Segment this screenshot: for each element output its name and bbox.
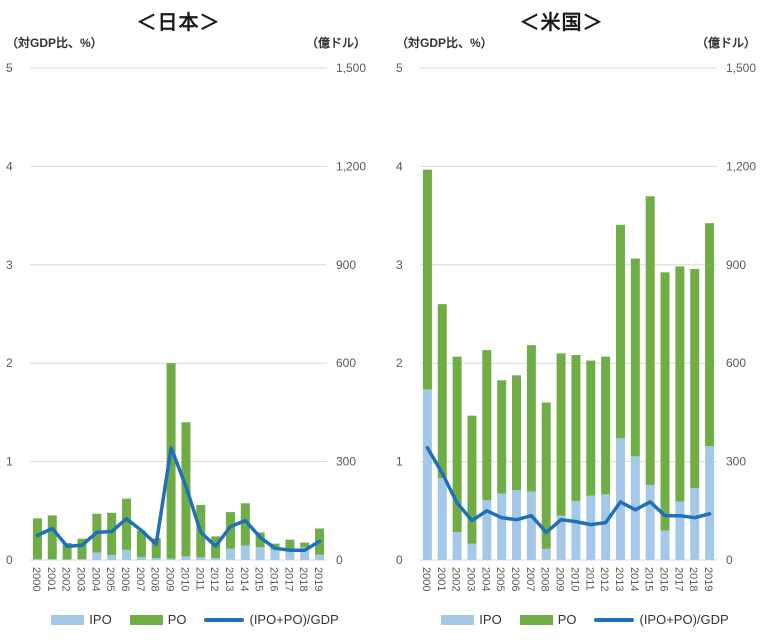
svg-text:0: 0 <box>6 553 13 567</box>
us-legend-item-ipo: IPO <box>441 612 502 627</box>
japan-chart-title: ＜日本＞ <box>136 12 221 34</box>
svg-text:0: 0 <box>726 553 733 567</box>
svg-text:1,200: 1,200 <box>336 159 366 173</box>
gdp-line-swatch-icon <box>594 617 635 622</box>
svg-text:2007: 2007 <box>524 567 536 591</box>
svg-text:2011: 2011 <box>583 567 595 591</box>
japan-legend: IPO PO (IPO+PO)/GDP <box>0 612 390 627</box>
japan-legend-label-gdp-line: (IPO+PO)/GDP <box>249 612 339 627</box>
svg-text:2014: 2014 <box>238 567 250 591</box>
svg-text:2019: 2019 <box>702 567 714 591</box>
svg-text:1,200: 1,200 <box>726 159 756 173</box>
svg-text:2002: 2002 <box>60 567 72 591</box>
svg-text:2015: 2015 <box>253 567 265 591</box>
us-chart-title: ＜米国＞ <box>519 12 604 34</box>
svg-text:2002: 2002 <box>450 567 462 591</box>
svg-text:2015: 2015 <box>643 567 655 591</box>
svg-text:0: 0 <box>396 553 403 567</box>
japan-legend-item-po: PO <box>129 612 187 627</box>
us-left-axis-caption: （対GDP比、%） <box>396 36 493 50</box>
svg-text:2017: 2017 <box>672 567 684 591</box>
japan-right-axis-caption: （億ドル） <box>305 36 366 50</box>
svg-text:4: 4 <box>6 159 13 173</box>
svg-text:2012: 2012 <box>598 567 610 591</box>
svg-text:600: 600 <box>336 356 356 370</box>
svg-text:2011: 2011 <box>193 567 205 591</box>
svg-text:2010: 2010 <box>178 567 190 591</box>
svg-text:2018: 2018 <box>297 567 309 591</box>
svg-text:4: 4 <box>396 159 403 173</box>
svg-text:2006: 2006 <box>119 567 131 591</box>
svg-text:2003: 2003 <box>74 567 86 591</box>
japan-legend-item-ipo: IPO <box>51 612 112 627</box>
svg-text:2008: 2008 <box>149 567 161 591</box>
japan-chart-panel: ＜日本＞ （対GDP比、%） （億ドル） 5 1,500 4 1,200 3 900 2 60… <box>0 12 390 627</box>
svg-text:2016: 2016 <box>658 567 670 591</box>
svg-text:3: 3 <box>396 258 403 272</box>
svg-text:1: 1 <box>6 455 13 469</box>
svg-text:300: 300 <box>726 455 746 469</box>
svg-text:3: 3 <box>6 258 13 272</box>
svg-text:2000: 2000 <box>420 567 432 591</box>
us-legend-label-po: PO <box>557 612 577 627</box>
svg-text:900: 900 <box>336 258 356 272</box>
svg-text:1,500: 1,500 <box>336 61 366 75</box>
svg-text:600: 600 <box>726 356 746 370</box>
svg-text:2006: 2006 <box>509 567 521 591</box>
svg-text:2010: 2010 <box>568 567 580 591</box>
svg-text:2005: 2005 <box>104 567 116 591</box>
svg-text:2018: 2018 <box>687 567 699 591</box>
us-chart-panel: ＜米国＞ （対GDP比、%） （億ドル） 5 1,500 4 1,200 3 900 2 60… <box>390 0 780 644</box>
svg-text:2019: 2019 <box>312 567 324 591</box>
japan-legend-label-ipo: IPO <box>89 612 112 627</box>
us-legend-label-gdp-line: (IPO+PO)/GDP <box>639 612 729 627</box>
us-right-axis-caption: （億ドル） <box>695 36 756 50</box>
svg-text:2: 2 <box>6 356 13 370</box>
svg-text:2001: 2001 <box>45 567 57 591</box>
ipo-swatch-icon <box>51 614 85 625</box>
svg-text:2007: 2007 <box>134 567 146 591</box>
ipo-swatch-icon <box>441 614 475 625</box>
svg-text:2009: 2009 <box>554 567 566 591</box>
svg-text:2013: 2013 <box>613 567 625 591</box>
svg-text:0: 0 <box>336 553 343 567</box>
svg-text:2008: 2008 <box>539 567 551 591</box>
svg-text:5: 5 <box>396 61 403 75</box>
svg-text:2004: 2004 <box>89 567 101 591</box>
svg-text:5: 5 <box>6 61 13 75</box>
svg-text:2012: 2012 <box>208 567 220 591</box>
svg-text:2004: 2004 <box>479 567 491 591</box>
svg-text:300: 300 <box>336 455 356 469</box>
gdp-line-swatch-icon <box>204 617 245 622</box>
svg-text:2000: 2000 <box>30 567 42 591</box>
us-legend-item-gdp-line: (IPO+PO)/GDP <box>594 612 729 627</box>
us-legend-item-po: PO <box>519 612 577 627</box>
us-legend: IPO PO (IPO+PO)/GDP <box>390 612 780 627</box>
svg-text:2016: 2016 <box>268 567 280 591</box>
po-swatch-icon <box>129 614 163 625</box>
svg-text:2013: 2013 <box>223 567 235 591</box>
svg-text:2005: 2005 <box>494 567 506 591</box>
svg-text:2: 2 <box>396 356 403 370</box>
japan-left-axis-caption: （対GDP比、%） <box>6 36 103 50</box>
japan-legend-label-po: PO <box>167 612 187 627</box>
svg-text:2001: 2001 <box>435 567 447 591</box>
japan-legend-item-gdp-line: (IPO+PO)/GDP <box>204 612 339 627</box>
svg-text:1: 1 <box>396 455 403 469</box>
svg-text:2003: 2003 <box>464 567 476 591</box>
po-swatch-icon <box>519 614 553 625</box>
svg-text:1,500: 1,500 <box>726 61 756 75</box>
svg-text:900: 900 <box>726 258 746 272</box>
svg-text:2014: 2014 <box>628 567 640 591</box>
us-legend-label-ipo: IPO <box>479 612 502 627</box>
svg-text:2009: 2009 <box>164 567 176 591</box>
svg-text:2017: 2017 <box>282 567 294 591</box>
